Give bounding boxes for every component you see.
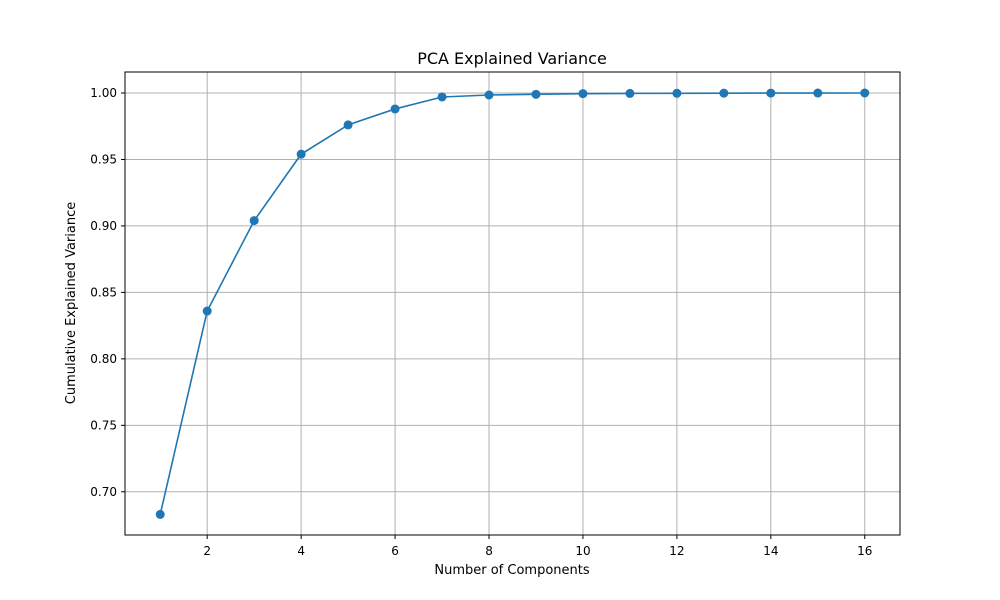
data-point [813, 88, 823, 98]
data-point [719, 88, 729, 98]
x-tick-label: 6 [391, 544, 399, 558]
data-point [672, 88, 682, 98]
data-point [390, 104, 400, 114]
y-tick-label: 0.80 [90, 352, 117, 366]
y-tick-label: 0.90 [90, 219, 117, 233]
data-point [437, 92, 447, 102]
y-tick-label: 0.95 [90, 152, 117, 166]
x-ticks: 2 4 6 8 10 12 14 16 [203, 535, 872, 558]
x-tick-label: 10 [575, 544, 590, 558]
x-tick-label: 12 [669, 544, 684, 558]
data-point [343, 120, 353, 130]
y-ticks: 0.70 0.75 0.80 0.85 0.90 0.95 1.00 [90, 86, 125, 499]
data-point [860, 88, 870, 98]
data-point [155, 509, 165, 519]
series-line [159, 92, 865, 515]
x-axis-label: Number of Components [434, 563, 589, 578]
data-point [531, 89, 541, 99]
plot-frame [124, 71, 901, 536]
x-tick-label: 14 [763, 544, 778, 558]
data-point [202, 306, 212, 316]
data-point [296, 149, 306, 159]
y-tick-label: 0.75 [90, 418, 117, 432]
data-point [578, 89, 588, 99]
y-tick-label: 0.70 [90, 485, 117, 499]
data-point [249, 216, 259, 226]
y-tick-label: 0.85 [90, 285, 117, 299]
data-point [625, 88, 635, 98]
x-tick-label: 16 [857, 544, 872, 558]
grid [125, 72, 900, 535]
chart-title: PCA Explained Variance [417, 49, 607, 68]
data-point [766, 88, 776, 98]
data-point [484, 90, 494, 100]
y-tick-label: 1.00 [90, 86, 117, 100]
x-tick-label: 2 [203, 544, 211, 558]
series-layer [155, 88, 870, 519]
x-tick-label: 4 [297, 544, 305, 558]
y-axis-label: Cumulative Explained Variance [64, 202, 79, 404]
x-tick-label: 8 [485, 544, 493, 558]
